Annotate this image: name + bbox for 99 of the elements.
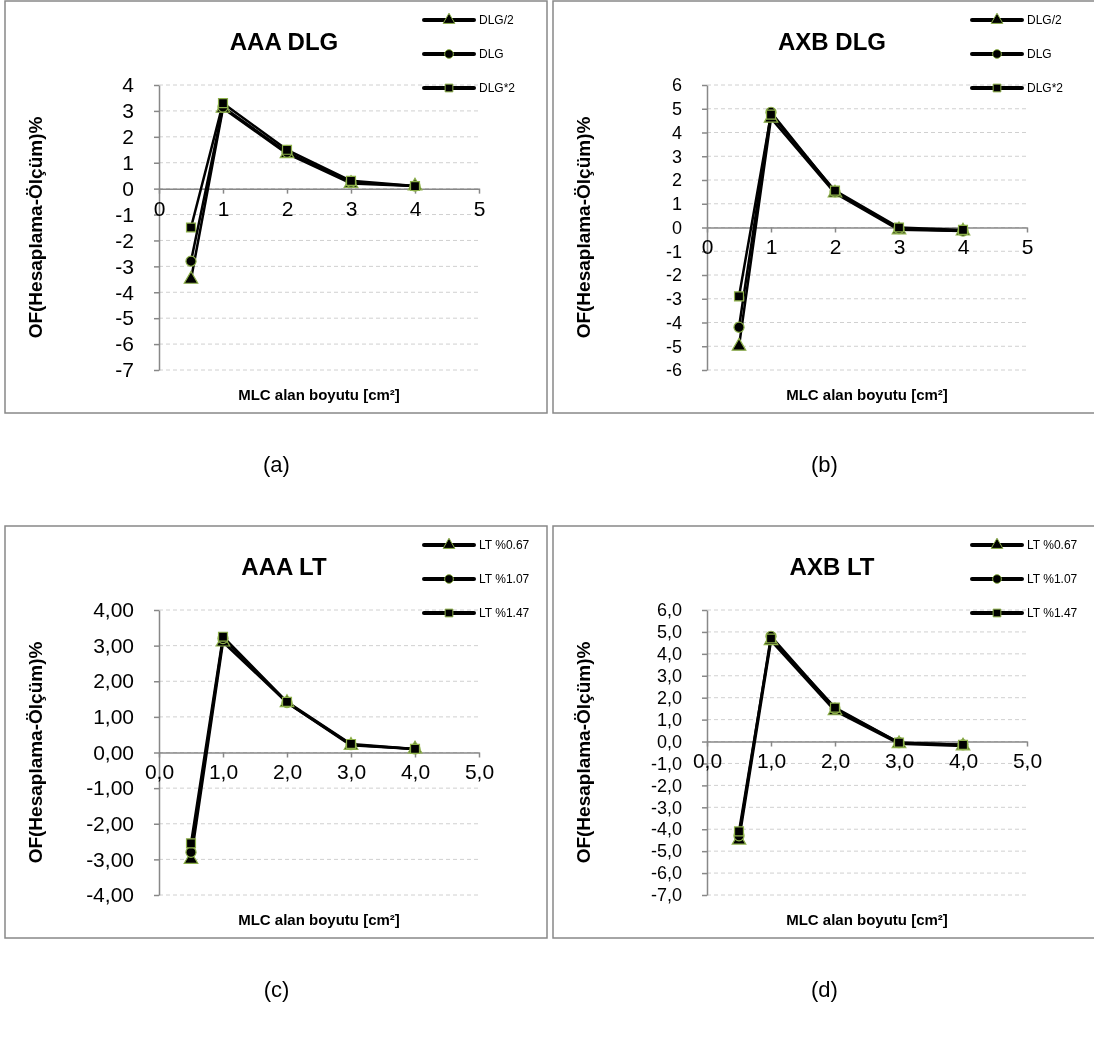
x-tick-label: 5,0 <box>1012 749 1043 773</box>
legend-label: DLG <box>1027 47 1052 61</box>
chart-title: AAA LT <box>241 553 327 580</box>
y-tick-label: -6 <box>115 332 134 356</box>
y-tick-label: -3 <box>665 289 682 310</box>
x-tick-label: 4,0 <box>400 760 431 784</box>
y-tick-label: 4,00 <box>93 598 134 622</box>
legend-label: DLG*2 <box>1027 81 1064 95</box>
x-tick-label: 4,0 <box>948 749 979 773</box>
x-tick-label: 3,0 <box>884 749 915 773</box>
y-tick-label: -2 <box>115 228 134 252</box>
y-tick-label: 2 <box>671 170 682 191</box>
text: (b) <box>811 452 838 477</box>
y-tick-label: 2,00 <box>93 669 134 693</box>
y-tick-label: -2 <box>665 265 682 286</box>
x-tick-label: 5,0 <box>464 760 495 784</box>
y-tick-label: -4 <box>115 280 135 304</box>
y-tick-label: -3 <box>115 254 134 278</box>
x-tick-label: 2 <box>281 196 294 220</box>
y-tick-label: 4,0 <box>656 644 682 665</box>
y-tick-label: -7,0 <box>650 885 682 906</box>
x-tick-label: 1 <box>217 196 230 220</box>
y-tick-label: -3,00 <box>86 847 134 871</box>
x-tick-label: 0,0 <box>692 749 723 773</box>
x-tick-label: 5 <box>1021 235 1034 259</box>
x-tick-label: 2,0 <box>820 749 851 773</box>
y-tick-label: -2,0 <box>650 775 682 796</box>
x-tick-label: 3 <box>893 235 906 259</box>
y-tick-label: -6,0 <box>650 863 682 884</box>
text: (c) <box>263 977 290 1002</box>
x-axis-title: MLC alan boyutu [cm²] <box>238 386 400 403</box>
text: (a) <box>263 452 290 477</box>
legend-label: LT %0.67 <box>479 538 530 552</box>
x-tick-label: 3 <box>345 196 358 220</box>
x-tick-label: 0 <box>701 235 714 259</box>
y-axis-title: OF(Hesaplama-Ölçüm)% <box>25 116 46 339</box>
x-tick-label: 1 <box>765 235 778 259</box>
y-tick-label: 4 <box>671 122 682 143</box>
chart-title: AXB LT <box>789 553 875 580</box>
y-tick-label: 0 <box>671 217 682 238</box>
x-tick-label: 0 <box>153 196 166 220</box>
y-tick-label: 3 <box>122 99 134 123</box>
x-tick-label: 1,0 <box>756 749 787 773</box>
y-tick-label: -1,00 <box>86 776 134 800</box>
x-tick-label: 1,0 <box>208 760 239 784</box>
legend-label: LT %1.47 <box>1027 606 1078 620</box>
x-axis-title: MLC alan boyutu [cm²] <box>238 911 400 928</box>
y-tick-label: -1 <box>665 241 682 262</box>
y-tick-label: -1,0 <box>650 753 682 774</box>
y-tick-label: -6 <box>665 360 682 381</box>
y-axis-title: OF(Hesaplama-Ölçüm)% <box>25 641 46 864</box>
y-tick-label: 3,00 <box>93 633 134 657</box>
legend-label: LT %0.67 <box>1027 538 1078 552</box>
y-tick-label: 5,0 <box>656 622 682 643</box>
x-tick-label: 5 <box>473 196 486 220</box>
y-tick-label: 1,00 <box>93 705 134 729</box>
legend-label: LT %1.07 <box>479 572 530 586</box>
legend-label: DLG/2 <box>1027 13 1063 27</box>
y-tick-label: 4 <box>122 73 135 97</box>
x-tick-label: 4 <box>957 235 970 259</box>
x-tick-label: 2 <box>829 235 842 259</box>
y-tick-label: -5 <box>665 336 682 357</box>
y-tick-label: 2 <box>122 125 134 149</box>
y-tick-label: 0 <box>122 176 134 200</box>
chart-title: AAA DLG <box>229 28 339 55</box>
y-tick-label: -1 <box>115 202 134 226</box>
y-tick-label: -4 <box>665 312 682 333</box>
x-axis-title: MLC alan boyutu [cm²] <box>786 911 948 928</box>
x-tick-label: 2,0 <box>272 760 303 784</box>
chart-title: AXB DLG <box>778 28 886 55</box>
y-tick-label: 0,00 <box>93 740 134 764</box>
y-tick-label: 6 <box>671 75 682 96</box>
y-tick-label: -7 <box>115 358 134 382</box>
y-tick-label: 3,0 <box>656 666 682 687</box>
legend-label: DLG/2 <box>479 13 515 27</box>
x-tick-label: 4 <box>409 196 422 220</box>
legend-label: LT %1.07 <box>1027 572 1078 586</box>
y-tick-label: 1,0 <box>656 709 682 730</box>
y-tick-label: 3 <box>671 146 682 167</box>
y-axis-title: OF(Hesaplama-Ölçüm)% <box>573 641 594 864</box>
y-tick-label: -4,0 <box>650 819 682 840</box>
legend-label: DLG <box>479 47 504 61</box>
y-tick-label: -4,00 <box>86 883 134 907</box>
legend-label: LT %1.47 <box>479 606 530 620</box>
y-tick-label: 0,0 <box>656 731 682 752</box>
y-tick-label: 6,0 <box>656 600 682 621</box>
y-tick-label: -5,0 <box>650 841 682 862</box>
y-tick-label: -3,0 <box>650 797 682 818</box>
y-tick-label: 5 <box>671 99 682 120</box>
legend-label: DLG*2 <box>479 81 516 95</box>
y-tick-label: -2,00 <box>86 811 134 835</box>
text: (d) <box>811 977 838 1002</box>
y-tick-label: -5 <box>115 306 134 330</box>
x-axis-title: MLC alan boyutu [cm²] <box>786 386 948 403</box>
y-tick-label: 1 <box>122 150 134 174</box>
x-tick-label: 3,0 <box>336 760 367 784</box>
x-tick-label: 0,0 <box>144 760 175 784</box>
y-axis-title: OF(Hesaplama-Ölçüm)% <box>573 116 594 339</box>
y-tick-label: 2,0 <box>656 687 682 708</box>
